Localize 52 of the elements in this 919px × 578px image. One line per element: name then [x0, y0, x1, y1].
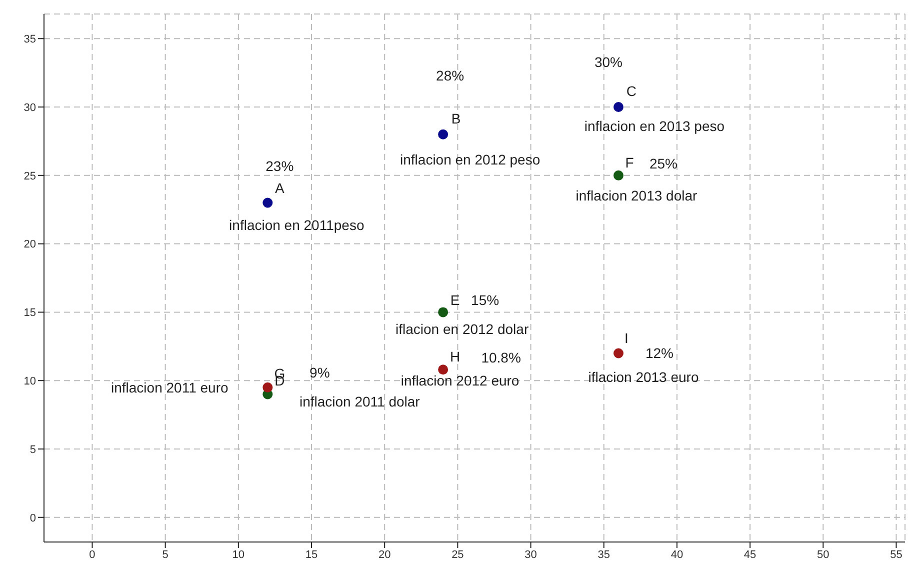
point: [262, 198, 273, 208]
point: [438, 364, 448, 375]
annotation: inflacion 2013 dolar: [576, 187, 698, 204]
point: [613, 102, 624, 112]
point: [613, 170, 624, 180]
annotation: 23%: [266, 158, 294, 174]
y-tick-label: 0: [30, 512, 36, 524]
x-tick-label: 15: [305, 548, 318, 561]
x-tick-label: 35: [598, 548, 610, 561]
y-tick-label: 35: [24, 34, 36, 46]
annotation: 10.8%: [481, 350, 521, 366]
annotation: inflacion en 2012 peso: [400, 151, 540, 168]
annotation: H: [450, 348, 460, 365]
annotation: 12%: [645, 345, 674, 362]
x-tick-label: 50: [817, 548, 830, 561]
annotation: 30%: [594, 54, 623, 70]
y-tick-label: 25: [24, 170, 36, 182]
point: [438, 307, 448, 318]
x-tick-label: 40: [670, 548, 684, 561]
y-tick-label: 15: [24, 307, 36, 320]
y-tick-label: 5: [30, 444, 36, 456]
annotation: inflacion 2012 euro: [400, 372, 520, 389]
x-tick-label: 25: [452, 548, 464, 561]
annotation: E: [450, 292, 460, 308]
annotation: B: [451, 110, 461, 126]
annotation: 28%: [436, 67, 464, 84]
point: [438, 129, 448, 140]
annotation: C: [626, 83, 637, 100]
x-tick-label: 45: [744, 548, 756, 561]
annotation: 9%: [310, 364, 330, 380]
annotation: inflacion 2011 dolar: [299, 393, 420, 410]
point: [262, 382, 273, 392]
y-tick-label: 10: [24, 375, 36, 388]
annotation: inflacion en 2011peso: [229, 216, 364, 233]
annotation: I: [624, 330, 628, 346]
annotation: iflacion en 2012 dolar: [396, 321, 529, 338]
annotation: F: [625, 154, 634, 170]
x-tick-label: 55: [890, 548, 902, 561]
y-tick-label: 30: [24, 102, 36, 114]
x-tick-label: 5: [162, 548, 168, 561]
y-tick-label: 20: [24, 238, 36, 251]
annotation: A: [274, 180, 285, 196]
annotation: inflacion en 2013 peso: [584, 118, 725, 134]
x-tick-label: 0: [89, 548, 96, 561]
annotation: inflacion 2011 euro: [111, 379, 228, 396]
annotation: 25%: [649, 155, 678, 172]
annotation: 15%: [471, 292, 500, 308]
annotation: iflacion 2013 euro: [588, 369, 699, 386]
x-tick-label: 30: [524, 548, 537, 561]
x-tick-label: 20: [378, 548, 391, 561]
x-tick-label: 10: [232, 548, 245, 561]
point: [613, 348, 624, 358]
